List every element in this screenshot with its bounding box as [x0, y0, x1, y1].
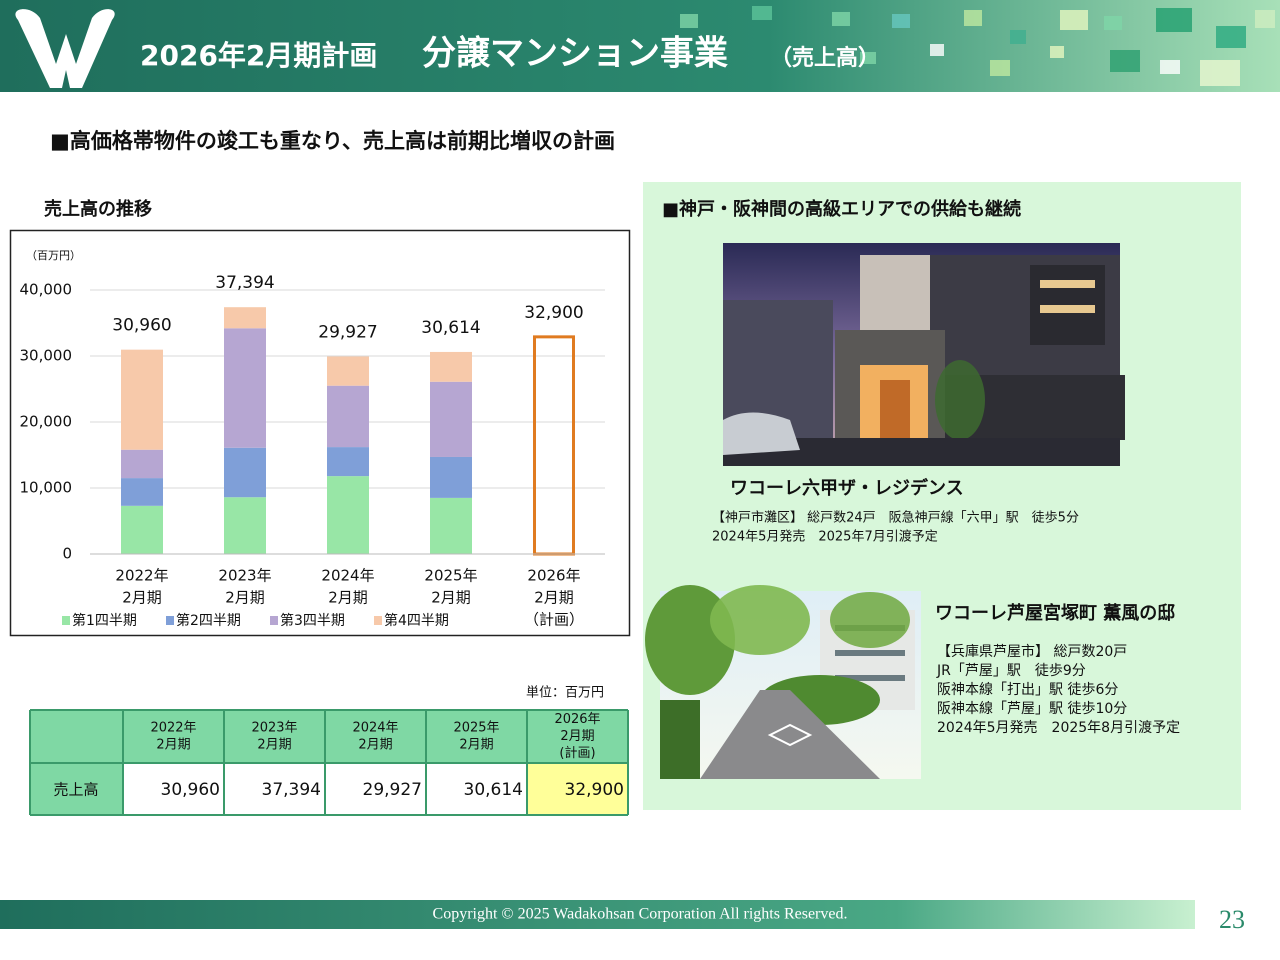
x-tick-label: （計画）	[524, 611, 584, 629]
property-1-line: 2024年5月発売 2025年7月引渡予定	[712, 529, 938, 545]
legend-swatch	[270, 616, 278, 625]
chart-frame	[9, 229, 631, 637]
bar-segment	[224, 307, 266, 329]
table-column-header: 2026年	[554, 712, 600, 727]
table-value: 37,394	[262, 780, 321, 800]
legend-label: 第2四半期	[176, 612, 241, 629]
bar-segment	[121, 349, 163, 450]
property-2-line: 【兵庫県芦屋市】 総戸数20戸	[937, 643, 1127, 660]
x-tick-label: 2月期	[431, 589, 471, 607]
x-tick-label: 2024年	[321, 567, 374, 585]
bar-segment	[430, 497, 472, 554]
legend-swatch	[62, 616, 70, 625]
table-highlight	[527, 763, 628, 815]
x-tick-label: 2025年	[424, 567, 477, 585]
x-tick-label: 2022年	[115, 567, 168, 585]
table-column-header: 2023年	[251, 721, 297, 736]
y-tick-label: 0	[62, 545, 72, 563]
table-value: 30,614	[464, 780, 523, 800]
x-tick-label: 2026年	[527, 567, 580, 585]
x-tick-label: 2月期	[534, 589, 574, 607]
x-tick-label: 2月期	[328, 589, 368, 607]
chart-title: 売上高の推移	[44, 198, 152, 220]
table-column-header: 2月期	[156, 738, 190, 753]
bar-segment	[430, 351, 472, 382]
logo	[15, 9, 115, 88]
property-2-name: ワコーレ芦屋宮塚町 薫風の邸	[935, 602, 1175, 624]
property-panel-title: ■神戸・阪神間の高級エリアでの供給も継続	[662, 198, 1021, 220]
total-label: 30,614	[421, 318, 480, 338]
property-1-line: 【神戸市灘区】 総戸数24戸 阪急神戸線「六甲」駅 徒歩5分	[712, 510, 1079, 526]
property-2-line: 阪神本線「芦屋」駅 徒歩10分	[937, 701, 1127, 717]
header-title-main: 2026年2月期計画	[140, 39, 377, 72]
header-decoration	[680, 6, 1275, 86]
table-rowlabel-bg	[30, 763, 123, 815]
table-column-header: (計画)	[559, 745, 595, 761]
x-tick-label: 2023年	[218, 567, 271, 585]
legend-label: 第4四半期	[384, 612, 449, 629]
header-title-sub: 分譲マンション事業	[422, 34, 728, 74]
total-label: 37,394	[215, 273, 274, 293]
property-2-line: JR「芦屋」駅 徒歩9分	[936, 663, 1086, 679]
legend-label: 第3四半期	[280, 612, 345, 629]
property-photo-2	[645, 585, 921, 779]
total-label: 29,927	[318, 322, 377, 342]
copyright: Copyright © 2025 Wadakohsan Corporation …	[433, 906, 848, 923]
y-tick-label: 30,000	[20, 347, 73, 365]
table-column-header: 2025年	[453, 721, 499, 736]
bar-segment	[430, 456, 472, 498]
table-value: 29,927	[363, 780, 422, 800]
bar-segment	[224, 497, 266, 554]
legend-swatch	[166, 616, 174, 625]
table-column-header: 2024年	[352, 721, 398, 736]
bar-segment	[224, 447, 266, 498]
headline: ■高価格帯物件の竣工も重なり、売上高は前期比増収の計画	[50, 129, 615, 153]
bar-segment	[121, 449, 163, 479]
page-number: 23	[1219, 905, 1245, 934]
property-2-line: 阪神本線「打出」駅 徒歩6分	[937, 681, 1118, 698]
property-1-name: ワコーレ六甲ザ・レジデンス	[730, 477, 964, 499]
y-tick-label: 40,000	[20, 281, 73, 299]
header-title-paren: （売上高）	[770, 45, 880, 71]
table-value: 30,960	[161, 780, 220, 800]
chart-unit: （百万円）	[26, 249, 81, 262]
table-column-header: 2022年	[150, 721, 196, 736]
property-photo-1	[723, 243, 1125, 466]
bar-segment	[121, 478, 163, 506]
bar-segment	[224, 328, 266, 448]
total-label: 30,960	[112, 316, 171, 336]
table-column-header: 2月期	[358, 738, 392, 753]
legend-label: 第1四半期	[72, 612, 137, 629]
table-column-header: 2月期	[560, 729, 594, 744]
table-column-header: 2月期	[257, 738, 291, 753]
x-tick-label: 2月期	[225, 589, 265, 607]
y-tick-label: 20,000	[20, 413, 73, 431]
table-row-label: 売上高	[53, 781, 98, 799]
total-label: 32,900	[524, 303, 583, 323]
property-2-line: 2024年5月発売 2025年8月引渡予定	[937, 720, 1180, 736]
table-value: 32,900	[565, 780, 624, 800]
legend-swatch	[374, 616, 382, 625]
table-unit: 単位：百万円	[526, 685, 604, 701]
bar-segment	[327, 356, 369, 386]
footer-bar	[0, 900, 1195, 929]
bar-segment	[327, 476, 369, 554]
bar-segment	[327, 385, 369, 448]
table-header-bg	[30, 710, 628, 763]
x-tick-label: 2月期	[122, 589, 162, 607]
y-tick-label: 10,000	[20, 479, 73, 497]
table-column-header: 2月期	[459, 738, 493, 753]
bar-segment	[430, 381, 472, 457]
bar-segment	[327, 447, 369, 477]
bar-segment	[121, 505, 163, 554]
